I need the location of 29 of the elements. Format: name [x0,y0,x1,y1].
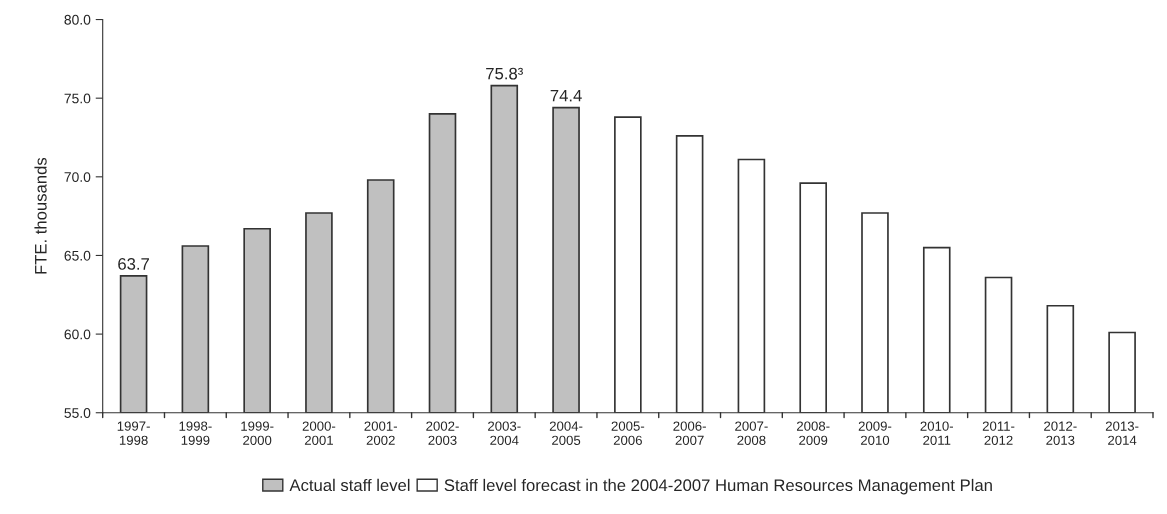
y-tick-label: 70.0 [64,172,91,182]
data-label: 74.4 [550,89,582,102]
x-tick-label: 2006- 2007 [673,421,706,445]
y-axis-title: FTE. thousands [34,157,47,274]
legend-label: Staff level forecast in the 2004-2007 Human Resources Management Plan [444,478,992,495]
x-tick-label: 2011- 2012 [982,421,1015,445]
x-tick-label: 2009- 2010 [858,421,892,445]
y-tick-label: 65.0 [64,250,91,261]
x-tick-label: 2005- 2006 [611,421,645,445]
x-tick-label: 2008- 2009 [796,421,830,445]
y-tick-label: 80.0 [64,14,91,25]
y-tick-label: 55.0 [64,408,91,418]
x-tick-label: 2003- 2004 [488,421,521,445]
data-label: 63.7 [118,258,149,270]
x-tick-label: 2007- 2008 [735,421,768,445]
x-tick-label: 2002- 2003 [426,421,459,445]
y-tick-label: 75.0 [64,93,91,104]
x-tick-label: 2010- 2011 [920,421,954,445]
y-tick-label: 60.0 [64,329,91,340]
x-tick-label: 1997- 1998 [117,421,150,445]
x-tick-label: 2001- 2002 [364,421,398,445]
x-tick-label: 2000- 2001 [302,421,336,445]
x-tick-label: 2012- 2013 [1044,421,1077,445]
x-tick-label: 2013- 2014 [1105,421,1139,445]
x-tick-label: 1999- 2000 [241,421,274,445]
data-label: 75.8³ [486,67,523,80]
x-tick-label: 2004- 2005 [549,421,583,445]
legend-label: Actual staff level [289,478,410,492]
x-tick-label: 1998- 1999 [179,421,212,445]
